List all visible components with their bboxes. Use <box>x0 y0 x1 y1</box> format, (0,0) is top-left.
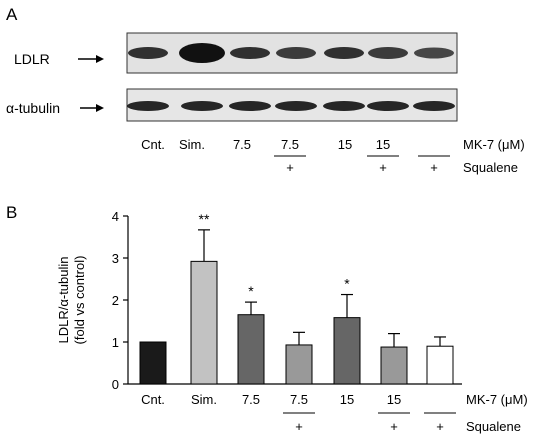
y-tick-label: 1 <box>112 335 119 350</box>
ldlr-band <box>230 47 270 59</box>
ldlr-band <box>276 47 316 59</box>
arrow-icon <box>80 104 104 112</box>
x-tick-label: Cnt. <box>141 392 165 407</box>
bar <box>333 317 361 385</box>
lane-label: 15 <box>338 137 352 152</box>
panel-a-label: A <box>6 5 18 24</box>
y-tick-label: 3 <box>112 251 119 266</box>
y-tick-label: 2 <box>112 293 119 308</box>
squalene-plus: + <box>379 160 387 175</box>
panel-b-squalene-label: Squalene <box>466 419 521 434</box>
bar <box>380 346 408 385</box>
significance-marker: * <box>248 283 254 299</box>
arrow-icon <box>78 55 104 63</box>
lane-label: Sim. <box>179 137 205 152</box>
tubulin-band <box>127 101 169 111</box>
ldlr-band <box>414 47 454 59</box>
significance-marker: ** <box>199 211 210 227</box>
y-axis-title-line1: LDLR/α-tubulin <box>56 256 71 343</box>
y-axis-title-line2: (fold vs control) <box>72 256 87 345</box>
bar <box>426 345 454 385</box>
ldlr-band <box>368 47 408 59</box>
tubulin-band <box>367 101 409 111</box>
y-axis-title: LDLR/α-tubulin (fold vs control) <box>56 256 87 345</box>
tubulin-band <box>413 101 455 111</box>
bar-chart: 0 1 2 3 4 Cnt. ** Sim. * 7.5 7.5 + * 15 15 + + <box>112 209 462 434</box>
squalene-plus: + <box>436 419 444 434</box>
squalene-plus: + <box>430 160 438 175</box>
ldlr-band <box>128 47 168 59</box>
squalene-plus: + <box>286 160 294 175</box>
ldlr-band <box>324 47 364 59</box>
tubulin-band <box>323 101 365 111</box>
significance-marker: * <box>344 276 350 292</box>
x-tick-label: 7.5 <box>290 392 308 407</box>
panel-a-lane-labels: Cnt. Sim. 7.5 7.5 +15 15 + + <box>141 137 450 175</box>
bar <box>190 260 218 385</box>
lane-label: Cnt. <box>141 137 165 152</box>
y-tick-label: 0 <box>112 377 119 392</box>
tubulin-band <box>229 101 271 111</box>
tubulin-band <box>275 101 317 111</box>
blot-ldlr-bands <box>128 43 454 63</box>
squalene-plus: + <box>295 419 303 434</box>
lane-label: 7.5 <box>281 137 299 152</box>
x-tick-label: 7.5 <box>242 392 260 407</box>
panel-a-squalene-label: Squalene <box>463 160 518 175</box>
bar <box>139 341 167 385</box>
panel-b-dose-label: MK-7 (μM) <box>466 392 528 407</box>
lane-label: 7.5 <box>233 137 251 152</box>
x-tick-label: Sim. <box>191 392 217 407</box>
x-tick-label: 15 <box>387 392 401 407</box>
y-tick-label: 4 <box>112 209 119 224</box>
blot-label-ldlr: LDLR <box>14 51 50 67</box>
bar <box>237 314 265 385</box>
tubulin-band <box>181 101 223 111</box>
panel-a-dose-label: MK-7 (μM) <box>463 137 525 152</box>
x-tick-label: 15 <box>340 392 354 407</box>
blot-label-tubulin: α-tubulin <box>6 100 60 116</box>
panel-b-label: B <box>6 203 17 222</box>
lane-label: 15 <box>376 137 390 152</box>
ldlr-band <box>179 43 225 63</box>
squalene-plus: + <box>390 419 398 434</box>
blot-tubulin-bands <box>127 101 455 111</box>
bar <box>285 344 313 385</box>
